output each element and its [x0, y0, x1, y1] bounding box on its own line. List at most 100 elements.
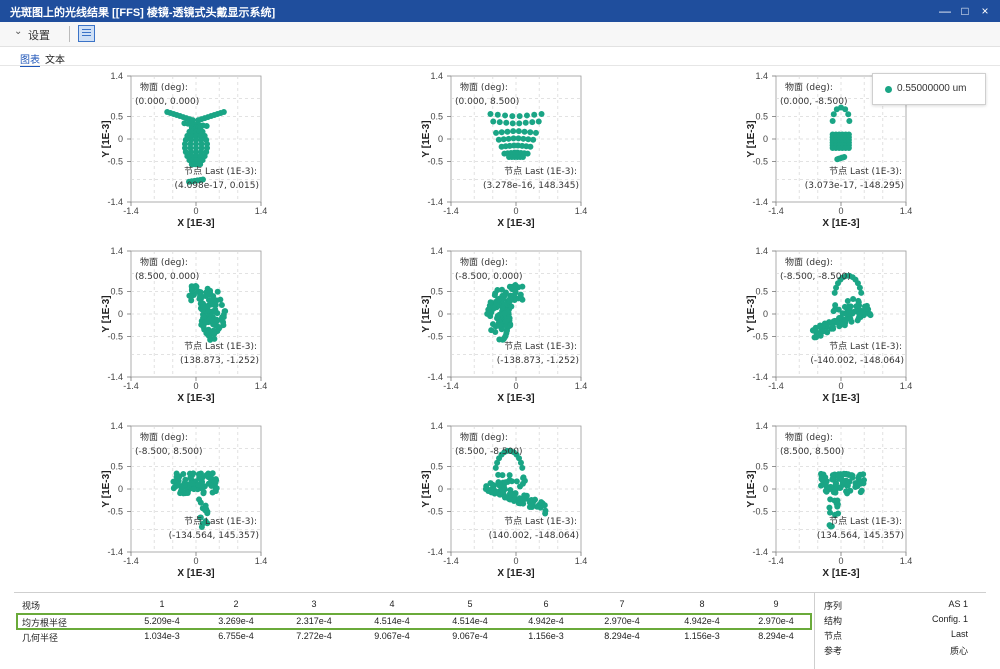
spot-point: [834, 319, 841, 326]
x-tick-label: 1.4: [255, 556, 268, 566]
x-axis-label: X [1E-3]: [822, 568, 859, 579]
stats-table: 视场 1 2 3 4 5 6 7 8 9 均方根半径 5.209e-4 3.269e-4 2.317e-4…: [14, 593, 814, 669]
stats-cell: 1.034e-3: [144, 631, 180, 641]
spot-point: [198, 485, 205, 492]
x-tick-label: -1.4: [768, 381, 784, 391]
x-tick-label: 0: [513, 206, 518, 216]
spot-diagram-plot: 1.4 0.5 0 -0.5 -1.4-1.4 0 1.4 X [1E-3] Y [1E-3] 物…: [746, 421, 912, 579]
stats-cell: 1: [159, 599, 165, 609]
spot-point: [834, 280, 841, 287]
spot-point: [173, 474, 180, 481]
field-label: 物面 (deg):: [140, 256, 188, 268]
legend: 0.55000000 um: [872, 73, 986, 105]
y-axis-label: Y [1E-3]: [101, 470, 112, 507]
spot-point: [494, 296, 501, 303]
node-label: 节点 Last (1E-3):: [829, 166, 902, 177]
chevron-down-icon[interactable]: ⌄: [14, 26, 23, 37]
minimize-button[interactable]: —: [939, 4, 951, 18]
node-value: (140.002, -148.064): [489, 531, 579, 541]
spot-point: [841, 154, 848, 160]
y-axis-label: Y [1E-3]: [746, 295, 757, 332]
window-title: 光斑图上的光线结果 [[FFS] 棱镜-透镜式头戴显示系统]: [10, 7, 276, 19]
spot-point: [209, 470, 216, 477]
spot-point: [522, 119, 529, 126]
stats-cell: 2.970e-4: [758, 616, 794, 626]
stats-cell: 8: [699, 599, 705, 609]
node-value: (138.873, -1.252): [180, 356, 259, 366]
spot-diagram-plot: 1.4 0.5 0 -0.5 -1.4-1.4 0 1.4 X [1E-3] Y [1E-3] 物…: [421, 421, 587, 579]
x-tick-label: -1.4: [123, 381, 139, 391]
config-info-row: 序列 AS 1: [822, 598, 986, 612]
stats-cell: 5.209e-4: [144, 616, 180, 626]
spot-point: [505, 135, 512, 142]
x-tick-label: -1.4: [443, 206, 459, 216]
node-value: (-134.564, 145.357): [169, 531, 259, 541]
maximize-button[interactable]: □: [961, 4, 969, 18]
settings-button[interactable]: 设置: [28, 30, 50, 42]
spot-point: [496, 119, 503, 126]
spot-point: [510, 285, 517, 292]
spot-point: [199, 176, 206, 183]
spot-point: [517, 291, 524, 298]
spot-point: [207, 287, 214, 294]
spot-point: [513, 478, 520, 485]
stats-cell: 1.156e-3: [684, 631, 720, 641]
spot-point: [822, 481, 829, 488]
spot-point: [854, 483, 861, 490]
spot-point: [508, 303, 515, 310]
y-tick-label: 0.5: [430, 462, 443, 472]
close-button[interactable]: ×: [981, 4, 989, 18]
x-tick-label: 0: [513, 556, 518, 566]
y-tick-label: -1.4: [752, 372, 768, 382]
spot-point: [862, 305, 869, 312]
view-toggle-icon[interactable]: [78, 25, 95, 42]
spot-point: [526, 499, 533, 506]
spot-point: [197, 293, 204, 300]
spot-point: [175, 481, 182, 488]
x-tick-label: 0: [838, 206, 843, 216]
stats-cell: 7.272e-4: [296, 631, 332, 641]
spot-point: [184, 489, 191, 496]
tab-chart[interactable]: 图表: [20, 51, 40, 67]
spot-point: [502, 112, 509, 119]
spot-point: [845, 111, 852, 118]
spot-point: [203, 472, 210, 479]
spot-point: [856, 284, 863, 291]
y-tick-label: -1.4: [427, 372, 443, 382]
spot-point: [508, 492, 515, 499]
stats-cell: 8.294e-4: [604, 631, 640, 641]
y-tick-label: 0.5: [755, 287, 768, 297]
rms-row-highlight: [16, 613, 812, 630]
spot-diagram-plot: 1.4 0.5 0 -0.5 -1.4-1.4 0 1.4 X [1E-3] Y [1E-3] 物…: [101, 71, 267, 229]
spot-point: [211, 330, 218, 337]
y-tick-label: 0.5: [110, 287, 123, 297]
y-tick-label: -1.4: [107, 197, 123, 207]
spot-point: [503, 327, 510, 334]
spot-point: [491, 292, 498, 299]
spot-point: [858, 487, 865, 494]
config-info-key: 节点: [824, 631, 843, 641]
spot-point: [530, 136, 537, 143]
config-info-row: 节点 Last: [822, 628, 986, 642]
y-tick-label: 1.4: [755, 421, 768, 431]
y-tick-label: -1.4: [427, 197, 443, 207]
stats-geo-row: 几何半径 1.034e-3 6.755e-4 7.272e-4 9.067e-4 9.06…: [14, 630, 814, 644]
stats-cell: 4: [389, 599, 395, 609]
x-tick-label: -1.4: [768, 206, 784, 216]
spot-point: [202, 507, 209, 514]
node-label: 节点 Last (1E-3):: [504, 341, 577, 352]
field-label: 物面 (deg):: [785, 256, 833, 268]
spot-diagram-panel: 1.4 0.5 0 -0.5 -1.4 -1.4 0 1.4 X [1E-3] Y [1E-3] 物…: [14, 66, 314, 236]
spot-point: [206, 316, 213, 323]
spot-point: [829, 118, 836, 124]
spot-point: [523, 112, 530, 119]
y-tick-label: 0.5: [110, 112, 123, 122]
spot-point: [493, 129, 500, 136]
tab-text[interactable]: 文本: [45, 55, 65, 66]
stats-cell: 4.942e-4: [528, 616, 564, 626]
x-tick-label: 0: [193, 556, 198, 566]
spot-point: [821, 320, 828, 327]
spot-point: [833, 106, 840, 113]
spot-point: [856, 310, 863, 317]
spot-point: [856, 302, 863, 309]
